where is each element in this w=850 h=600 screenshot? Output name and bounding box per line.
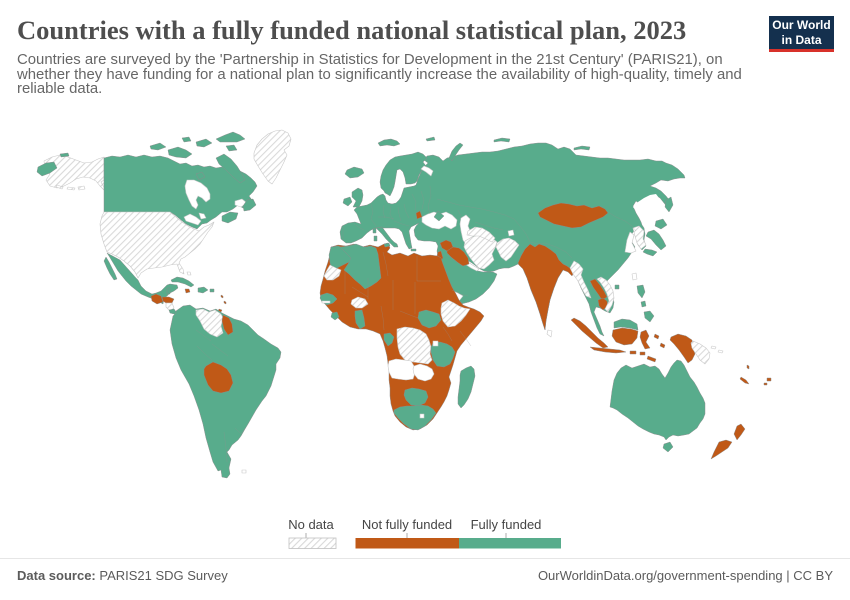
svg-text:Fully funded: Fully funded xyxy=(471,517,542,532)
svg-text:Not fully funded: Not fully funded xyxy=(362,517,452,532)
svg-text:No data: No data xyxy=(288,517,334,532)
